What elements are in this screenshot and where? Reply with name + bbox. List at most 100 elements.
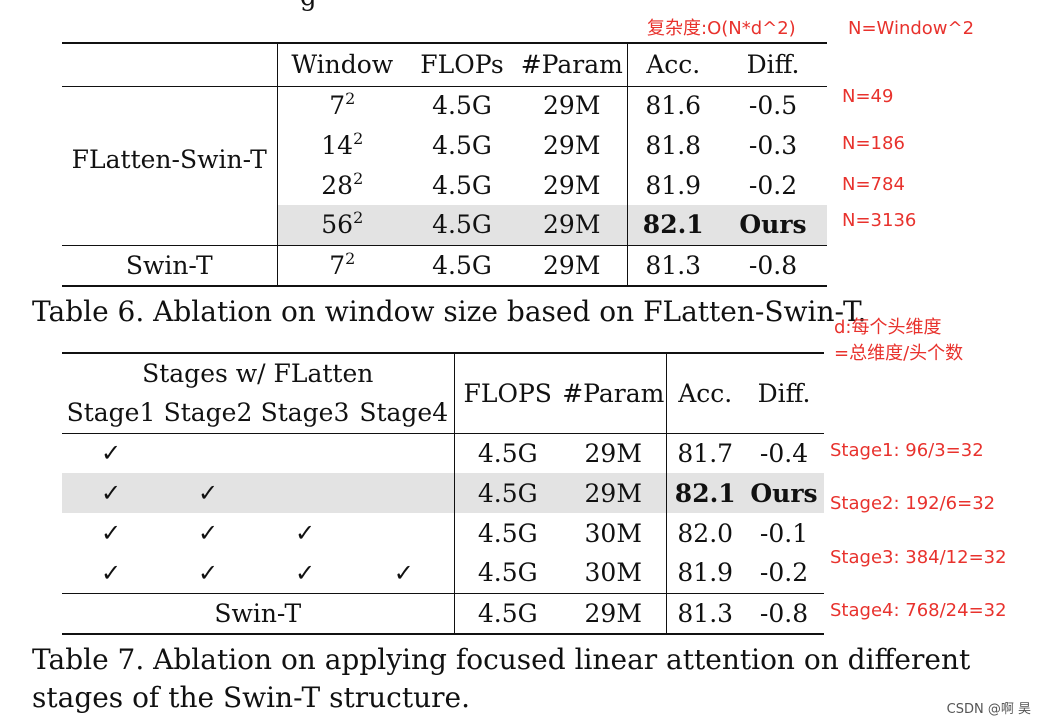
n-value-annotation: N=3136 <box>842 210 917 231</box>
param-cell: 30M <box>584 558 642 588</box>
n-definition-annotation: N=Window^2 <box>848 18 975 39</box>
window-cell: 72 <box>276 245 407 286</box>
check-mark: ✓ <box>100 558 122 587</box>
acc-cell: 81.6 <box>626 86 719 125</box>
diff-cell: -0.5 <box>748 91 798 121</box>
table7-header-stage1: Stage1 <box>66 398 156 428</box>
table-row: ✓ 4.5G 29M 81.7 -0.4 <box>62 433 824 473</box>
diff-cell: -0.8 <box>748 250 798 280</box>
stage-calc-annotation: Stage1: 96/3=32 <box>830 440 984 461</box>
table-7: Stages w/ FLatten FLOPS #Param Acc. Diff… <box>62 352 824 635</box>
n-value-annotation: N=49 <box>842 86 894 107</box>
table-row: ✓ ✓ ✓ 4.5G 30M 82.0 -0.1 <box>62 513 824 553</box>
diff-cell: Ours <box>744 473 824 513</box>
param-cell: 29M <box>543 170 601 200</box>
table-row-baseline: Swin-T 72 4.5G 29M 81.3 -0.8 <box>62 245 827 286</box>
check-mark: ✓ <box>100 519 122 547</box>
window-cell: 562 <box>276 205 407 245</box>
stage-calc-annotation: Stage4: 768/24=32 <box>830 600 1007 621</box>
table-row: FLatten-Swin-T 72 4.5G 29M 81.6 -0.5 <box>62 86 827 174</box>
check-mark: ✓ <box>62 473 160 513</box>
diff-cell: -0.2 <box>759 558 809 588</box>
cut-off-text: g <box>300 0 317 12</box>
table7-header-acc: Acc. <box>665 353 744 433</box>
window-cell: 72 <box>276 86 407 125</box>
stage-calc-annotation: Stage2: 192/6=32 <box>830 493 996 514</box>
flops-cell: 4.5G <box>407 205 517 245</box>
param-cell: 29M <box>543 250 601 280</box>
table7-header-stage2: Stage2 <box>163 398 253 428</box>
check-mark: ✓ <box>393 558 414 587</box>
baseline-label: Swin-T <box>214 598 302 628</box>
flops-cell: 4.5G <box>432 91 492 121</box>
acc-cell: 81.3 <box>626 245 719 286</box>
check-mark: ✓ <box>100 439 122 468</box>
acc-cell: 82.1 <box>665 473 744 513</box>
table-row: 142 4.5G 29M 81.8 -0.3 <box>62 125 827 165</box>
table6-group-label: FLatten-Swin-T <box>71 144 267 174</box>
param-cell: 29M <box>561 473 666 513</box>
diff-cell: -0.2 <box>748 170 798 200</box>
check-mark: ✓ <box>294 519 316 547</box>
table6-caption: Table 6. Ablation on window size based o… <box>32 295 867 328</box>
acc-cell: 81.7 <box>665 433 744 473</box>
table-row-baseline: Swin-T 4.5G 29M 81.3 -0.8 <box>62 593 824 634</box>
table-6: Window FLOPs #Param Acc. Diff. FLatten-S… <box>62 42 827 287</box>
param-cell: 29M <box>543 91 601 121</box>
acc-cell: 82.1 <box>626 205 719 245</box>
stage-calc-annotation: Stage3: 384/12=32 <box>830 547 1007 568</box>
flops-cell: 4.5G <box>432 250 492 280</box>
table-row-highlighted: ✓ ✓ 4.5G 29M 82.1 Ours <box>62 473 824 513</box>
diff-cell: -0.3 <box>748 130 798 160</box>
table7-header-stage4: Stage4 <box>359 398 449 428</box>
diff-cell: -0.1 <box>759 518 809 548</box>
table-row: ✓ ✓ ✓ ✓ 4.5G 30M 81.9 -0.2 <box>62 553 824 593</box>
flops-cell: 4.5G <box>453 433 561 473</box>
param-cell: 29M <box>543 130 601 160</box>
table7-header-param: #Param <box>562 378 665 408</box>
table7-header-diff: Diff. <box>757 378 811 408</box>
check-mark: ✓ <box>294 558 316 587</box>
table6-empty-header <box>62 43 277 86</box>
window-cell: 142 <box>276 125 407 165</box>
check-mark: ✓ <box>160 473 256 513</box>
acc-cell: 81.9 <box>665 553 744 593</box>
diff-cell: -0.8 <box>759 598 809 628</box>
table7-header-stage3: Stage3 <box>260 398 350 428</box>
table7-header-flops: FLOPS <box>453 353 561 433</box>
param-cell: 29M <box>517 205 627 245</box>
flops-cell: 4.5G <box>453 473 561 513</box>
param-cell: 29M <box>584 438 642 468</box>
acc-cell: 81.9 <box>626 165 719 205</box>
table6-header-window: Window <box>276 43 407 86</box>
param-cell: 29M <box>584 598 642 628</box>
flops-cell: 4.5G <box>432 130 492 160</box>
flops-cell: 4.5G <box>453 513 561 553</box>
d-definition-annotation: d:每个头维度 <box>834 317 942 338</box>
acc-cell: 81.8 <box>626 125 719 165</box>
table6-header-param: #Param <box>520 50 623 80</box>
acc-cell: 81.3 <box>665 593 744 634</box>
table7-caption-line2: stages of the Swin-T structure. <box>32 681 470 714</box>
n-value-annotation: N=186 <box>842 133 905 154</box>
check-mark: ✓ <box>197 558 219 587</box>
diff-cell: Ours <box>719 205 827 245</box>
d-definition-annotation: =总维度/头个数 <box>834 343 964 364</box>
table6-header-acc: Acc. <box>626 43 719 86</box>
window-cell: 282 <box>276 165 407 205</box>
complexity-annotation: 复杂度:O(N*d^2) <box>647 18 796 39</box>
flops-cell: 4.5G <box>453 553 561 593</box>
n-value-annotation: N=784 <box>842 174 905 195</box>
table-row-highlighted: 562 4.5G 29M 82.1 Ours <box>62 205 827 245</box>
check-mark: ✓ <box>197 519 219 547</box>
flops-cell: 4.5G <box>453 593 561 634</box>
acc-cell: 82.0 <box>665 513 744 553</box>
flops-cell: 4.5G <box>432 170 492 200</box>
table7-caption-line1: Table 7. Ablation on applying focused li… <box>32 643 971 676</box>
diff-cell: -0.4 <box>759 438 809 468</box>
param-cell: 30M <box>584 518 642 548</box>
table7-group-header: Stages w/ FLatten <box>142 359 374 388</box>
baseline-label: Swin-T <box>125 250 213 280</box>
table6-header-flops: FLOPs <box>420 50 504 80</box>
complexity-note-box <box>643 12 808 40</box>
